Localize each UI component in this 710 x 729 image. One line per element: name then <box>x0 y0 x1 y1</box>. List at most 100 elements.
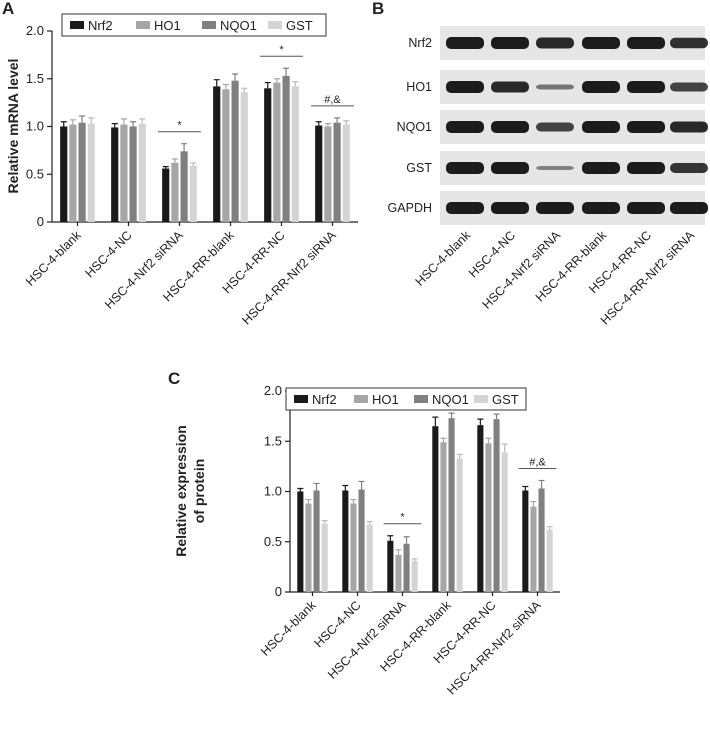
y-tick-label: 0.5 <box>264 534 282 549</box>
error-bar <box>120 118 127 125</box>
blot-band <box>491 202 529 214</box>
bar <box>501 452 508 592</box>
error-bar <box>387 535 394 541</box>
legend-swatch <box>70 21 84 29</box>
bar <box>273 82 281 222</box>
blot-column-label: HSC-4-blank <box>413 228 474 289</box>
blot-column-label: HSC-4-Nrf2 siRNA <box>480 228 564 312</box>
blot-band <box>582 162 620 174</box>
bar <box>530 506 537 592</box>
bar <box>240 92 248 223</box>
blot-row-label: GST <box>406 161 432 175</box>
bar <box>297 491 304 592</box>
bar <box>60 126 68 222</box>
legend-box <box>285 387 527 411</box>
legend-label: HO1 <box>372 392 399 407</box>
bar <box>350 503 357 592</box>
x-tick-label: HSC-4-RR-Nrf2 siRNA <box>444 598 544 698</box>
error-bar <box>432 416 439 427</box>
bar <box>366 524 373 592</box>
bar <box>78 122 86 222</box>
error-bar <box>292 81 299 87</box>
bar <box>546 529 553 592</box>
error-bar <box>190 162 197 166</box>
bar <box>493 419 500 592</box>
legend-swatch <box>294 395 308 403</box>
legend-label: HO1 <box>154 18 181 33</box>
bar <box>69 124 77 222</box>
blot-band <box>491 162 529 174</box>
legend-swatch <box>474 395 488 403</box>
blot-band <box>582 202 620 214</box>
bar <box>120 124 128 222</box>
bar <box>448 418 455 592</box>
panel-label: C <box>168 369 180 388</box>
error-bar <box>343 120 350 125</box>
error-bar <box>403 536 410 544</box>
bar <box>213 86 221 222</box>
blot-row-label: NQO1 <box>397 120 432 134</box>
bar <box>411 560 418 592</box>
bar <box>282 75 290 222</box>
error-bar <box>501 443 508 453</box>
error-bar <box>440 437 447 443</box>
error-bar <box>130 121 137 127</box>
bar <box>342 124 350 222</box>
annotation: #,& <box>324 94 341 106</box>
y-tick-label: 1.0 <box>26 119 44 134</box>
bar <box>111 127 119 222</box>
blot-band <box>582 81 620 93</box>
blot-band <box>536 84 574 90</box>
y-tick-label: 0 <box>37 214 44 229</box>
bar <box>231 80 239 222</box>
error-bar <box>111 123 118 128</box>
x-tick-label: HSC-4-RR-Nrf2 siRNA <box>239 228 339 328</box>
panel-label: B <box>372 0 384 18</box>
blot-band <box>446 121 484 133</box>
error-bar <box>283 67 290 76</box>
error-bar <box>213 79 220 87</box>
legend-swatch <box>268 21 282 29</box>
blot-band <box>491 37 529 49</box>
bar <box>305 503 312 592</box>
legend-label: Nrf2 <box>312 392 337 407</box>
bar <box>180 151 188 222</box>
error-bar <box>456 453 463 459</box>
error-bar <box>321 520 328 524</box>
error-bar <box>538 479 545 489</box>
bar <box>321 523 328 592</box>
bar <box>162 168 170 222</box>
bar <box>87 123 95 222</box>
error-bar <box>162 166 169 169</box>
blot-band <box>670 37 708 49</box>
error-bar <box>171 158 178 163</box>
bar <box>315 125 323 222</box>
legend-swatch <box>202 21 216 29</box>
error-bar <box>297 487 304 492</box>
bar <box>138 123 146 222</box>
error-bar <box>448 412 455 419</box>
legend-label: GST <box>286 18 313 33</box>
blot-band <box>536 166 574 170</box>
blot-band <box>491 121 529 133</box>
error-bar <box>530 500 537 507</box>
error-bar <box>350 498 357 504</box>
bar <box>324 126 332 222</box>
error-bar <box>522 485 529 491</box>
x-tick-label: HSC-4-blank <box>23 228 84 289</box>
bar <box>456 458 463 592</box>
legend-swatch <box>354 395 368 403</box>
bar <box>440 442 447 592</box>
y-tick-label: 2.0 <box>264 383 282 398</box>
blot-band <box>627 81 665 93</box>
annotation: * <box>279 44 284 56</box>
blot-band <box>627 121 665 133</box>
bar <box>129 126 137 222</box>
x-tick-label: HSC-4-NC <box>82 228 134 280</box>
blot-band <box>536 122 574 132</box>
x-tick-label: HSC-4-blank <box>258 598 319 659</box>
error-bar <box>241 87 248 93</box>
blot-band <box>536 202 574 214</box>
bar <box>395 554 402 592</box>
